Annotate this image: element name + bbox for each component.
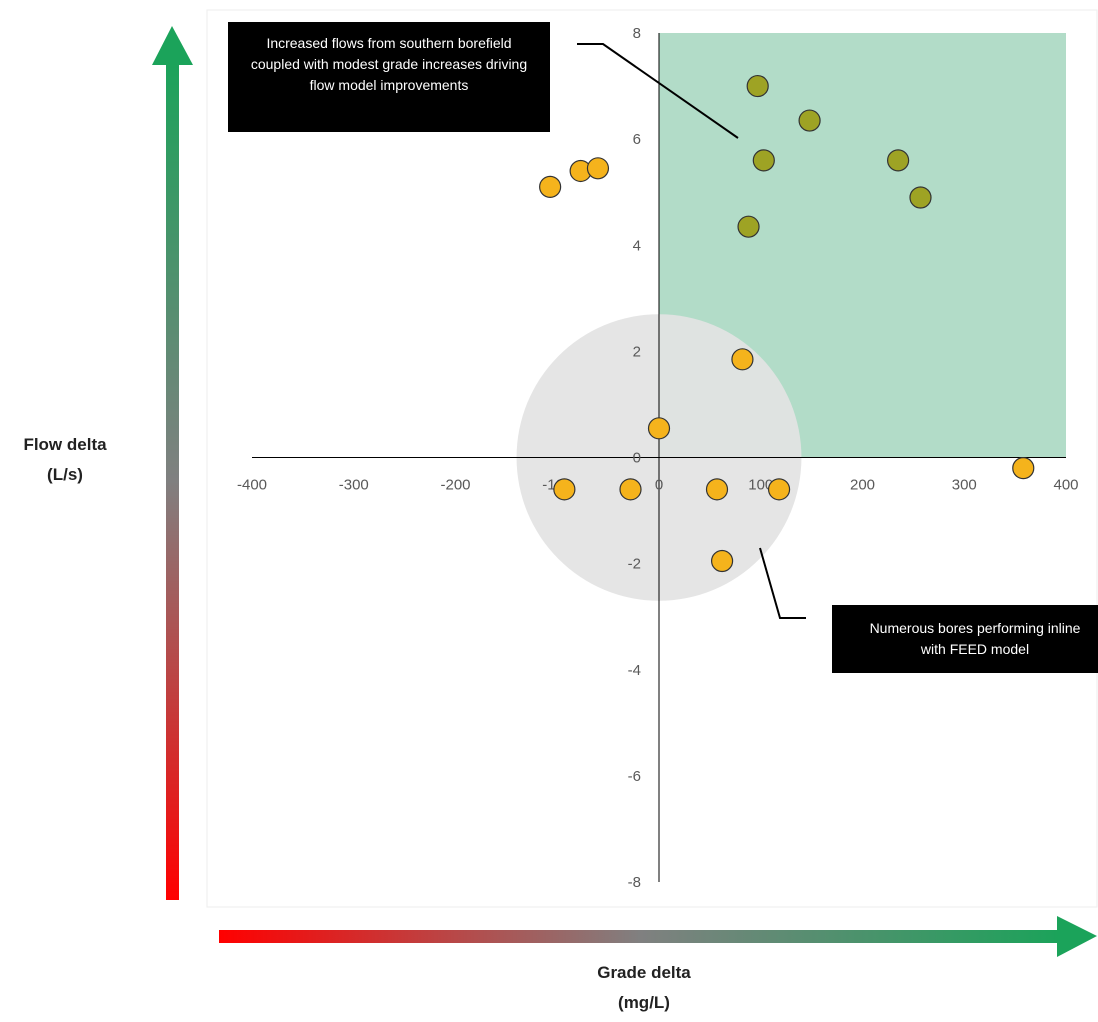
x-tick-label: -300 [339, 477, 369, 494]
x-axis-label-line2: (mg/L) [618, 993, 670, 1012]
y-axis-label: Flow delta (L/s) [0, 430, 130, 490]
data-point [1012, 457, 1035, 480]
y-tick-label: 6 [633, 131, 641, 148]
data-point [767, 478, 791, 501]
y-tick-label: -8 [628, 874, 641, 891]
data-point [710, 549, 734, 573]
x-tick-label: 400 [1053, 477, 1078, 494]
top-callout: Increased flows from southern borefield … [228, 22, 550, 132]
data-point [647, 417, 671, 440]
y-tick-label: 2 [633, 343, 641, 360]
bottom-callout: Numerous bores performing inline with FE… [832, 605, 1098, 673]
x-axis-label-line1: Grade delta [597, 963, 691, 982]
top-callout-text: Increased flows from southern borefield … [250, 35, 528, 93]
x-tick-label: 200 [850, 477, 875, 494]
data-point [798, 109, 821, 132]
x-tick-label: 300 [952, 477, 977, 494]
x-tick-label: 0 [655, 477, 663, 494]
data-point [737, 215, 760, 238]
data-point [586, 157, 610, 180]
y-tick-label: -2 [628, 556, 641, 573]
data-point [746, 74, 769, 98]
bottom-callout-leader-line [759, 547, 806, 619]
flow-delta-arrow [152, 26, 193, 900]
x-tick-label: -400 [237, 477, 267, 494]
y-axis-label-line1: Flow delta [23, 435, 107, 454]
x-tick-label: -200 [440, 477, 470, 494]
data-point [731, 348, 754, 371]
data-point [752, 149, 775, 172]
data-point [553, 478, 576, 501]
y-tick-label: -6 [628, 768, 641, 785]
y-tick-label: -4 [628, 662, 641, 679]
data-point [539, 175, 562, 198]
y-tick-label: 4 [633, 237, 641, 254]
data-point [909, 186, 932, 209]
data-point [705, 478, 729, 501]
x-tick-label: 100 [748, 477, 773, 494]
data-point [619, 478, 642, 501]
x-axis-label: Grade delta (mg/L) [569, 958, 719, 1018]
y-axis-label-line2: (L/s) [47, 465, 83, 484]
grade-delta-arrow [219, 916, 1097, 957]
data-point [887, 149, 910, 172]
top-callout-leader-line [577, 43, 739, 139]
y-tick-label: 8 [633, 25, 641, 42]
bottom-callout-text: Numerous bores performing inline with FE… [869, 620, 1081, 657]
y-tick-label: 0 [633, 450, 641, 467]
